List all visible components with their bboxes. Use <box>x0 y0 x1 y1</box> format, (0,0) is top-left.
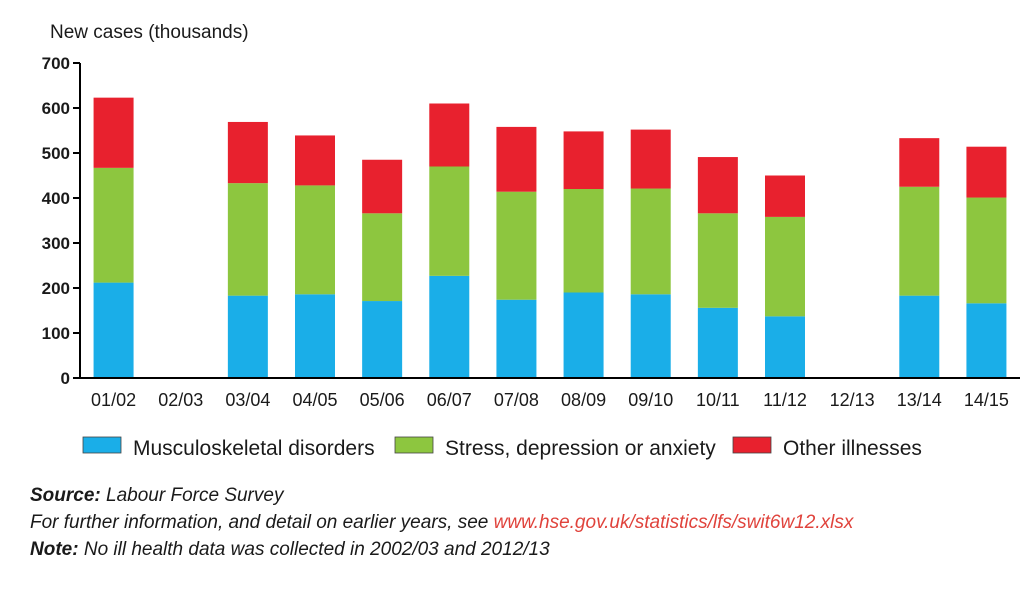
x-tick-label: 11/12 <box>763 390 807 410</box>
x-tick-label: 01/02 <box>91 390 136 410</box>
source-text: Labour Force Survey <box>100 485 284 506</box>
y-tick-label: 0 <box>61 369 70 388</box>
bar-segment <box>496 191 537 300</box>
source-line: Source: Labour Force Survey <box>30 482 853 509</box>
bar-segment <box>362 301 403 378</box>
legend-swatch <box>732 436 772 454</box>
x-tick-label: 07/08 <box>494 390 539 410</box>
bar-segment <box>227 183 268 296</box>
bar-segment <box>630 188 671 295</box>
bar-segment <box>93 167 134 283</box>
y-tick-label: 500 <box>42 144 70 163</box>
x-tick-label: 14/15 <box>964 390 1009 410</box>
bar-segment <box>496 299 537 378</box>
legend: Musculoskeletal disorders Stress, depress… <box>82 436 922 460</box>
y-axis-title: New cases (thousands) <box>50 22 249 43</box>
bar-segment <box>295 294 335 378</box>
bar-segment <box>429 103 470 167</box>
info-link[interactable]: www.hse.gov.uk/statistics/lfs/swit6w12.x… <box>493 512 854 533</box>
info-line: For further information, and detail on e… <box>30 509 853 536</box>
legend-label: Other illnesses <box>783 437 922 460</box>
legend-swatch <box>394 436 434 454</box>
x-tick-label: 02/03 <box>158 390 203 410</box>
y-tick-label: 600 <box>42 99 70 118</box>
bar-segment <box>697 213 738 308</box>
bar-segment <box>563 189 604 293</box>
bar-segment <box>630 294 671 378</box>
x-tick-label: 03/04 <box>225 390 270 410</box>
bar-segment <box>362 159 403 214</box>
y-axis: 0 100 200 300 400 500 600 700 <box>42 54 81 388</box>
bar-segment <box>295 135 335 186</box>
bar-segment <box>429 166 470 276</box>
x-tick-label: 04/05 <box>292 390 337 410</box>
bar-segment <box>295 185 335 295</box>
bar-segment <box>429 275 470 378</box>
bars <box>93 97 1007 378</box>
bar-segment <box>966 197 1007 304</box>
bar-segment <box>966 303 1007 378</box>
bar-segment <box>227 295 268 378</box>
bar-segment <box>899 186 940 296</box>
bar-segment <box>563 292 604 378</box>
x-axis: 01/02 02/03 03/04 04/05 05/06 06/07 07/08 08/09… <box>80 377 1020 410</box>
y-tick-label: 700 <box>42 54 70 73</box>
bar-segment <box>697 157 738 214</box>
x-tick-label: 06/07 <box>427 390 472 410</box>
bar-segment <box>93 282 134 378</box>
y-tick-label: 400 <box>42 189 70 208</box>
note-label: Note: <box>30 539 79 560</box>
x-tick-label: 09/10 <box>628 390 673 410</box>
bar-segment <box>765 216 805 317</box>
legend-label: Musculoskeletal disorders <box>133 437 375 460</box>
legend-swatch <box>82 436 122 454</box>
bar-segment <box>899 295 940 378</box>
legend-label: Stress, depression or anxiety <box>445 437 716 460</box>
bar-segment <box>765 175 805 217</box>
y-tick-label: 300 <box>42 234 70 253</box>
bar-segment <box>496 126 537 192</box>
chart-notes: Source: Labour Force Survey For further … <box>30 482 853 563</box>
info-text: For further information, and detail on e… <box>30 512 494 533</box>
note-text: No ill health data was collected in 2002… <box>78 539 550 560</box>
stacked-bar-chart: New cases (thousands) 0 100 200 300 400 500 60… <box>42 22 1020 460</box>
x-tick-label: 12/13 <box>830 390 875 410</box>
source-label: Source: <box>30 485 101 506</box>
bar-segment <box>966 146 1007 198</box>
y-tick-label: 100 <box>42 324 70 343</box>
x-tick-label: 13/14 <box>897 390 942 410</box>
bar-segment <box>563 131 604 189</box>
x-tick-label: 08/09 <box>561 390 606 410</box>
bar-segment <box>93 97 134 168</box>
bar-segment <box>227 121 268 184</box>
bar-segment <box>630 129 671 189</box>
x-tick-label: 05/06 <box>360 390 405 410</box>
y-tick-label: 200 <box>42 279 70 298</box>
x-tick-label: 10/11 <box>696 390 740 410</box>
note-line: Note: No ill health data was collected i… <box>30 536 853 563</box>
bar-segment <box>362 213 403 302</box>
bar-segment <box>899 138 940 187</box>
bar-segment <box>697 307 738 378</box>
bar-segment <box>765 316 805 378</box>
